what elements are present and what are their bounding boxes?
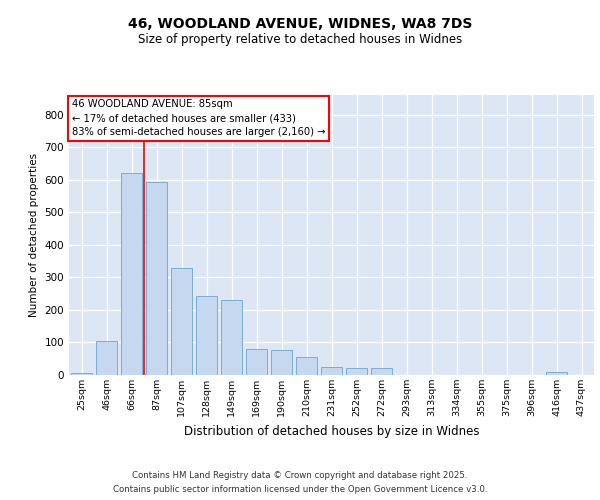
Bar xyxy=(121,173,142,375)
Bar xyxy=(221,300,242,375)
Bar xyxy=(71,374,92,375)
Text: Contains public sector information licensed under the Open Government Licence v3: Contains public sector information licen… xyxy=(113,484,487,494)
Bar xyxy=(196,296,217,375)
Bar xyxy=(271,350,292,375)
Bar xyxy=(546,372,567,375)
Bar xyxy=(321,366,342,375)
Bar xyxy=(146,182,167,375)
Bar xyxy=(296,357,317,375)
Text: 46, WOODLAND AVENUE, WIDNES, WA8 7DS: 46, WOODLAND AVENUE, WIDNES, WA8 7DS xyxy=(128,18,472,32)
Text: Size of property relative to detached houses in Widnes: Size of property relative to detached ho… xyxy=(138,32,462,46)
Bar xyxy=(171,268,192,375)
Bar xyxy=(346,368,367,375)
Text: 46 WOODLAND AVENUE: 85sqm
← 17% of detached houses are smaller (433)
83% of semi: 46 WOODLAND AVENUE: 85sqm ← 17% of detac… xyxy=(71,99,325,137)
Text: Contains HM Land Registry data © Crown copyright and database right 2025.: Contains HM Land Registry data © Crown c… xyxy=(132,472,468,480)
Y-axis label: Number of detached properties: Number of detached properties xyxy=(29,153,39,317)
Bar xyxy=(371,368,392,375)
Bar xyxy=(96,342,117,375)
Bar xyxy=(246,349,267,375)
X-axis label: Distribution of detached houses by size in Widnes: Distribution of detached houses by size … xyxy=(184,424,479,438)
